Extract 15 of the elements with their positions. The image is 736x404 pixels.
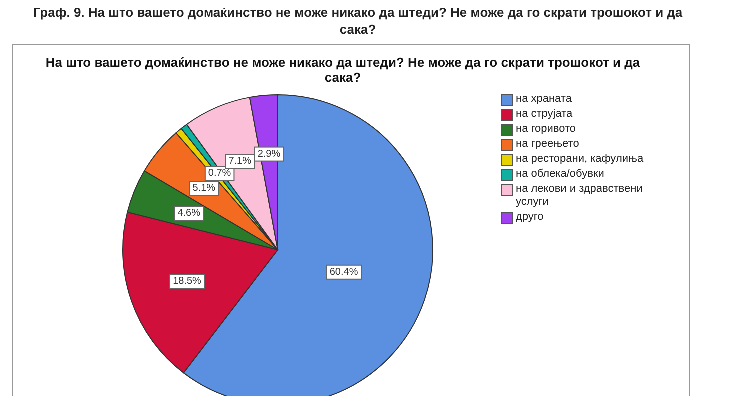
legend-label: друго <box>516 211 544 224</box>
data-label: 60.4% <box>330 266 358 278</box>
data-label: 18.5% <box>173 276 202 288</box>
data-label: 2.9% <box>258 148 281 160</box>
legend-label: на ресторани, кафулиња <box>516 153 644 166</box>
data-label: 0.7% <box>208 168 232 180</box>
data-label: 7.1% <box>228 156 252 168</box>
data-label: 4.6% <box>178 208 201 220</box>
data-label: 5.1% <box>192 183 216 194</box>
legend-label: на облека/обувки <box>516 168 604 181</box>
chart-title: На што вашето домаќинство не може никако да штеди? Не може да го скрати трошокот и да сака? <box>44 55 642 85</box>
legend-label: на храната <box>516 93 572 106</box>
legend-label: на горивото <box>516 123 576 136</box>
legend-label: на греењето <box>516 138 580 151</box>
legend-label: на струјата <box>516 108 573 121</box>
